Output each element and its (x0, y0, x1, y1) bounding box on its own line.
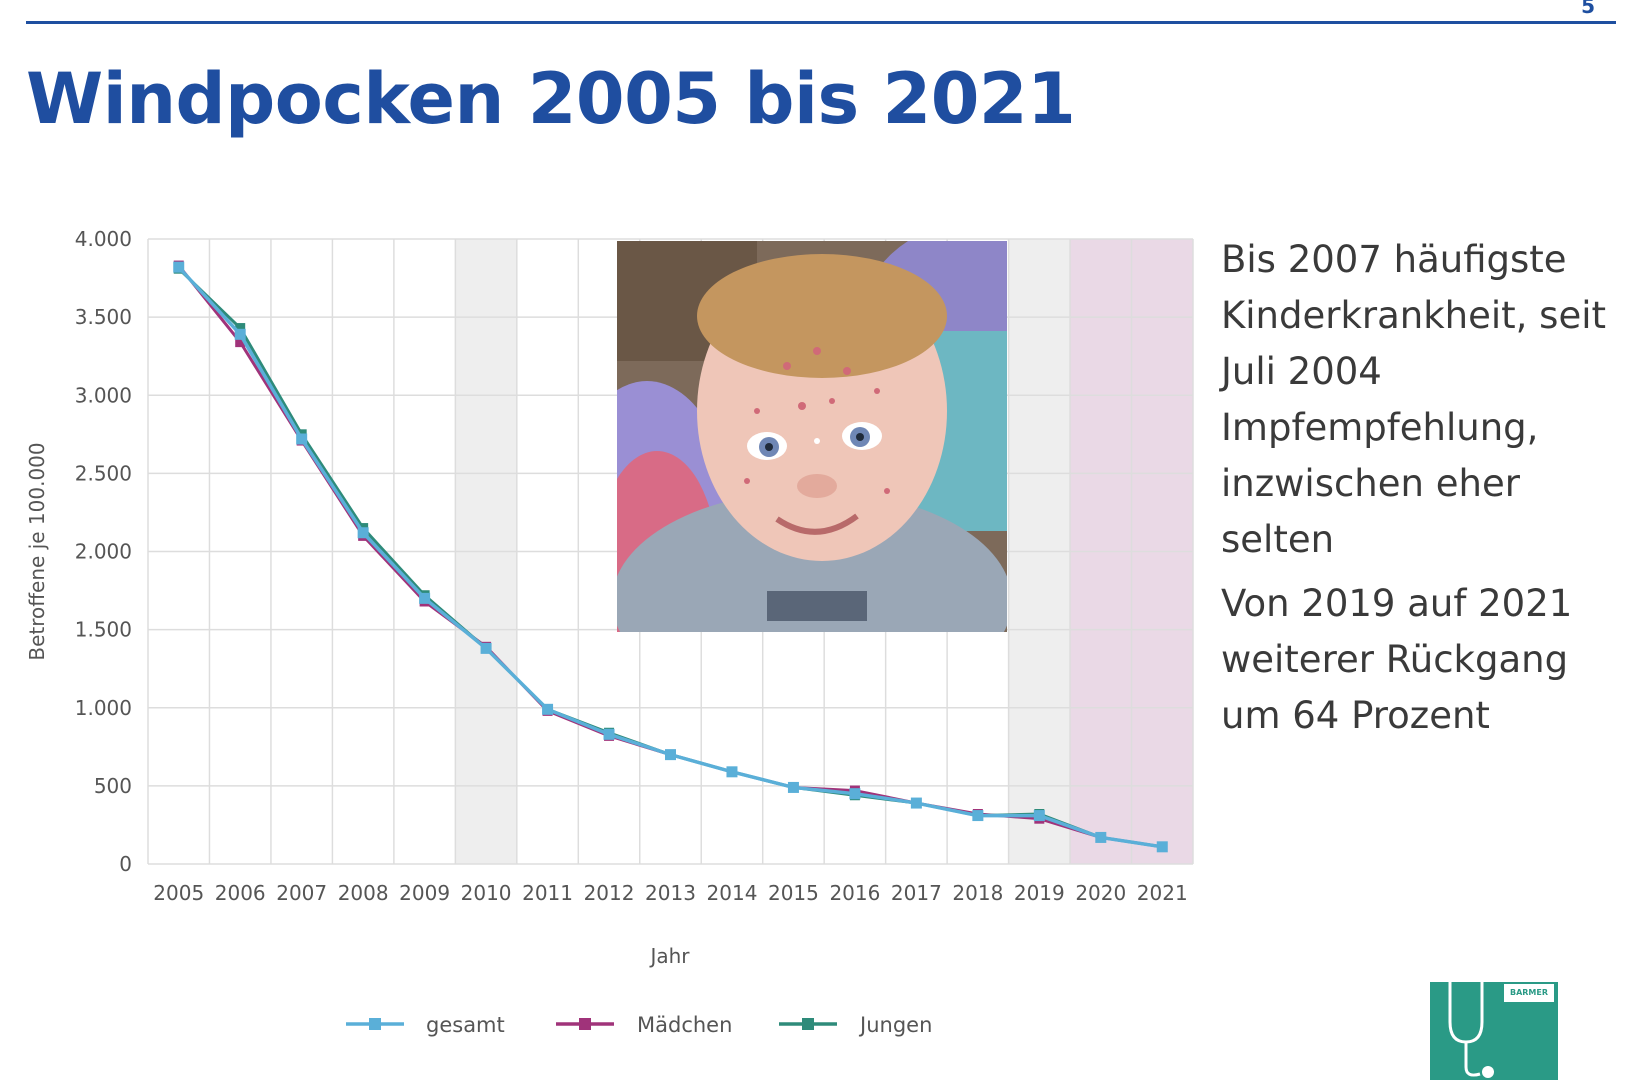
data-point-gesamt (787, 781, 799, 793)
data-point-gesamt (419, 592, 431, 604)
child-photo (617, 241, 1007, 632)
x-tick-label: 2015 (768, 881, 819, 905)
data-point-gesamt (1156, 841, 1168, 853)
x-tick-label: 2017 (891, 881, 942, 905)
x-tick-label: 2020 (1075, 881, 1126, 905)
legend-marker-maedchen (579, 1018, 591, 1030)
slide-title: Windpocken 2005 bis 2021 (26, 58, 1076, 140)
x-tick-label: 2013 (645, 881, 696, 905)
legend-label-gesamt: gesamt (426, 1013, 505, 1037)
y-tick-label: 0 (119, 852, 132, 876)
data-point-maedchen (235, 337, 246, 348)
x-tick-label: 2014 (707, 881, 758, 905)
data-point-gesamt (542, 703, 554, 715)
x-tick-label: 2011 (522, 881, 573, 905)
y-tick-label: 500 (94, 774, 132, 798)
data-point-gesamt (726, 766, 738, 778)
y-tick-label: 4.000 (75, 227, 132, 251)
top-rule (26, 21, 1616, 24)
legend-label-jungen: Jungen (858, 1013, 932, 1037)
data-point-gesamt (357, 527, 369, 539)
data-point-gesamt (296, 433, 308, 445)
data-point-gesamt (480, 642, 492, 654)
x-tick-label: 2021 (1137, 881, 1188, 905)
stethoscope-icon (1448, 982, 1494, 1078)
y-tick-label: 2.500 (75, 461, 132, 485)
x-tick-label: 2012 (584, 881, 635, 905)
x-tick-label: 2019 (1014, 881, 1065, 905)
barmer-logo: BARMER (1430, 982, 1558, 1080)
side-text-paragraph-1: Bis 2007 häufigste Kinderkrankheit, seit… (1221, 238, 1606, 561)
y-tick-label: 1.000 (75, 696, 132, 720)
page-number: 5 (1581, 0, 1595, 18)
y-tick-label: 3.000 (75, 383, 132, 407)
data-point-gesamt (603, 728, 615, 740)
data-point-jungen (235, 323, 246, 334)
data-point-gesamt (1095, 831, 1107, 843)
legend-label-maedchen: Mädchen (637, 1013, 732, 1037)
logo-wordmark: BARMER (1504, 984, 1554, 1002)
x-tick-label: 2006 (215, 881, 266, 905)
x-tick-label: 2008 (338, 881, 389, 905)
x-tick-label: 2010 (461, 881, 512, 905)
y-axis-title: Betroffene je 100.000 (25, 442, 49, 660)
x-tick-label: 2007 (276, 881, 327, 905)
side-text-paragraph-2: Von 2019 auf 2021 weiterer Rückgang um 6… (1221, 582, 1573, 737)
y-tick-label: 1.500 (75, 618, 132, 642)
data-point-gesamt (910, 797, 922, 809)
data-point-gesamt (665, 749, 676, 761)
data-point-gesamt (849, 788, 861, 800)
x-tick-label: 2018 (952, 881, 1003, 905)
y-tick-label: 3.500 (75, 305, 132, 329)
legend-marker-jungen (802, 1018, 814, 1030)
x-tick-label: 2016 (829, 881, 880, 905)
x-axis-title: Jahr (648, 944, 690, 968)
x-tick-label: 2009 (399, 881, 450, 905)
side-text: Bis 2007 häufigste Kinderkrankheit, seit… (1221, 232, 1621, 744)
data-point-gesamt (1033, 810, 1045, 822)
legend-marker-gesamt (369, 1018, 381, 1030)
data-point-gesamt (173, 261, 185, 273)
x-tick-label: 2005 (153, 881, 204, 905)
data-point-gesamt (972, 810, 984, 822)
y-tick-label: 2.000 (75, 540, 132, 564)
data-point-gesamt (234, 328, 246, 340)
